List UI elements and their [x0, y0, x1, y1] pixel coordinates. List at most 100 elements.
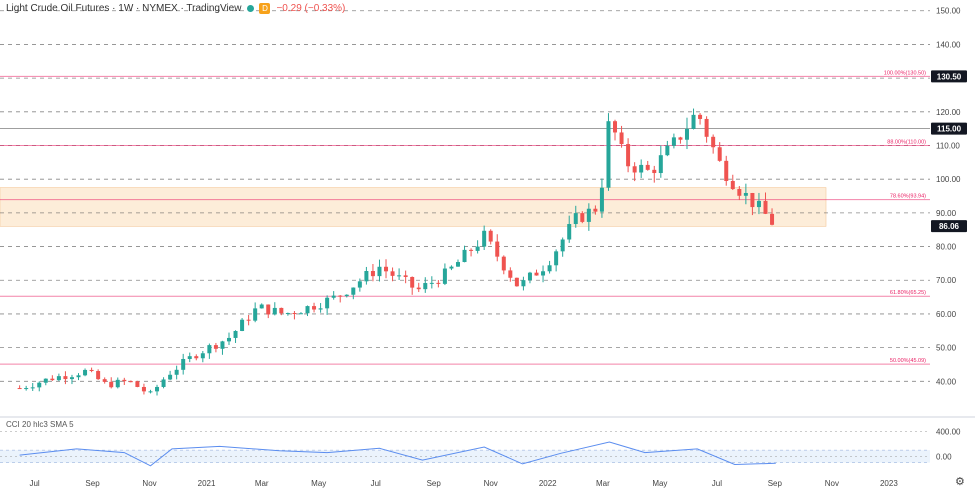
candle-body	[37, 382, 42, 388]
price-label-box	[931, 70, 967, 83]
candle-body	[599, 187, 604, 212]
x-tick-label: Jul	[371, 479, 381, 488]
candle-body	[351, 287, 356, 295]
candle-body	[213, 345, 218, 349]
x-tick-label: May	[311, 479, 326, 488]
fib-level-label: 78.60%(93.94)	[890, 194, 926, 200]
y-tick-label: 40.00	[936, 377, 957, 386]
candle-body	[743, 192, 748, 196]
x-tick-label: Mar	[596, 479, 610, 488]
candle-body	[298, 313, 303, 315]
candle-body	[115, 379, 120, 388]
candle-body	[482, 230, 487, 247]
x-tick-label: Sep	[85, 479, 100, 488]
candle-body	[181, 358, 186, 370]
fib-level-label: 50.00%(45.09)	[890, 358, 926, 364]
candle-body	[442, 268, 447, 284]
candle-body	[56, 376, 61, 381]
fib-level-label: 88.00%(110.00)	[887, 139, 926, 145]
candle-body	[462, 249, 467, 263]
candle-body	[292, 313, 297, 315]
candle-body	[168, 374, 173, 380]
indicator-label[interactable]: CCI 20 hlc3 SMA 5	[6, 420, 74, 429]
candle-body	[756, 200, 761, 208]
price-label-text: 86.06	[939, 222, 960, 231]
candle-body	[632, 166, 637, 173]
candle-body	[521, 280, 526, 287]
candle-body	[96, 371, 101, 380]
candle-body	[652, 169, 657, 174]
candle-body	[449, 266, 454, 269]
candle-body	[580, 213, 585, 222]
candle-body	[429, 282, 434, 284]
candle-body	[691, 114, 696, 129]
candle-body	[639, 164, 644, 173]
fib-level-label: 100.00%(130.50)	[884, 70, 926, 76]
candle-body	[305, 306, 310, 314]
candle-body	[63, 376, 68, 380]
candle-body	[527, 272, 532, 281]
candle-body	[750, 192, 755, 208]
candle-body	[233, 330, 238, 338]
candle-body	[730, 180, 735, 190]
x-tick-label: Mar	[255, 479, 269, 488]
candle-body	[128, 381, 133, 383]
y-tick-label: 100.00	[936, 175, 961, 184]
candle-body	[364, 271, 369, 282]
price-label-box	[931, 220, 967, 233]
candle-body	[272, 307, 277, 315]
y-tick-label: 50.00	[936, 344, 957, 353]
candle-body	[253, 308, 258, 321]
candle-body	[534, 272, 539, 276]
candle-body	[240, 319, 245, 331]
candle-body	[770, 213, 775, 225]
candle-body	[763, 200, 768, 214]
candle-body	[135, 381, 140, 387]
candle-body	[567, 224, 572, 240]
candle-body	[318, 308, 323, 310]
price-label-text: 130.50	[937, 72, 962, 81]
candle-body	[357, 281, 362, 288]
candle-body	[312, 306, 317, 310]
x-tick-label: Sep	[768, 479, 783, 488]
candle-body	[194, 356, 199, 359]
candles	[17, 108, 775, 396]
candle-body	[658, 155, 663, 174]
fib-level-label: 61.80%(65.25)	[890, 290, 926, 296]
chart-header: Light Crude Oil Futures · 1W · NYMEX · T…	[6, 3, 345, 14]
y-tick-label: 80.00	[936, 243, 957, 252]
cci-tick-label: 400.00	[936, 427, 961, 436]
x-tick-label: Jul	[712, 479, 722, 488]
x-tick-label: May	[652, 479, 667, 488]
candle-body	[390, 271, 395, 276]
candle-body	[704, 118, 709, 137]
y-tick-label: 70.00	[936, 276, 957, 285]
candle-body	[606, 121, 611, 188]
candle-body	[416, 287, 421, 290]
y-tick-label: 150.00	[936, 7, 961, 16]
candle-body	[671, 137, 676, 146]
x-tick-label: Nov	[825, 479, 839, 488]
candle-body	[586, 208, 591, 222]
candle-body	[455, 262, 460, 267]
candle-body	[488, 230, 493, 242]
candle-body	[384, 266, 389, 272]
x-tick-label: 2023	[880, 479, 898, 488]
candle-body	[279, 307, 284, 314]
candle-body	[122, 379, 127, 382]
x-tick-label: Nov	[142, 479, 156, 488]
candle-body	[403, 275, 408, 277]
candle-body	[200, 353, 205, 359]
candle-body	[593, 208, 598, 212]
candle-body	[469, 249, 474, 251]
price-label-box	[931, 122, 967, 135]
candle-body	[573, 213, 578, 225]
candle-body	[724, 160, 729, 181]
candle-body	[475, 246, 480, 251]
settings-gear-icon[interactable]: ⚙	[955, 476, 965, 488]
data-badge[interactable]: D	[259, 3, 271, 14]
y-tick-label: 120.00	[936, 108, 961, 117]
candle-body	[43, 378, 48, 383]
candle-body	[226, 337, 231, 342]
